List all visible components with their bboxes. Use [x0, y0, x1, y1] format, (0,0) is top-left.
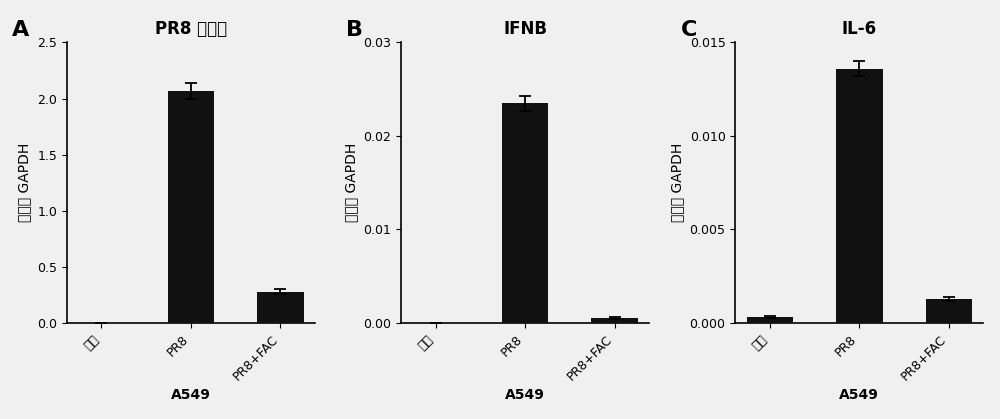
Title: IFNB: IFNB [503, 20, 547, 38]
Text: B: B [346, 20, 363, 40]
X-axis label: A549: A549 [839, 388, 879, 402]
Bar [591, 318, 638, 323]
Y-axis label: 相对于 GAPDH: 相对于 GAPDH [18, 143, 32, 222]
Bar [257, 292, 304, 323]
Title: IL-6: IL-6 [842, 20, 877, 38]
Y-axis label: 相对于 GAPDH: 相对于 GAPDH [670, 143, 684, 222]
Text: C: C [681, 20, 697, 40]
Bar [836, 69, 883, 323]
Bar [747, 317, 793, 323]
X-axis label: A549: A549 [505, 388, 545, 402]
X-axis label: A549: A549 [171, 388, 211, 402]
Bar [926, 299, 972, 323]
Bar [502, 103, 548, 323]
Text: A: A [12, 20, 29, 40]
Y-axis label: 相对于 GAPDH: 相对于 GAPDH [344, 143, 358, 222]
Title: PR8 拷贝数: PR8 拷贝数 [155, 20, 227, 38]
Bar [168, 91, 214, 323]
